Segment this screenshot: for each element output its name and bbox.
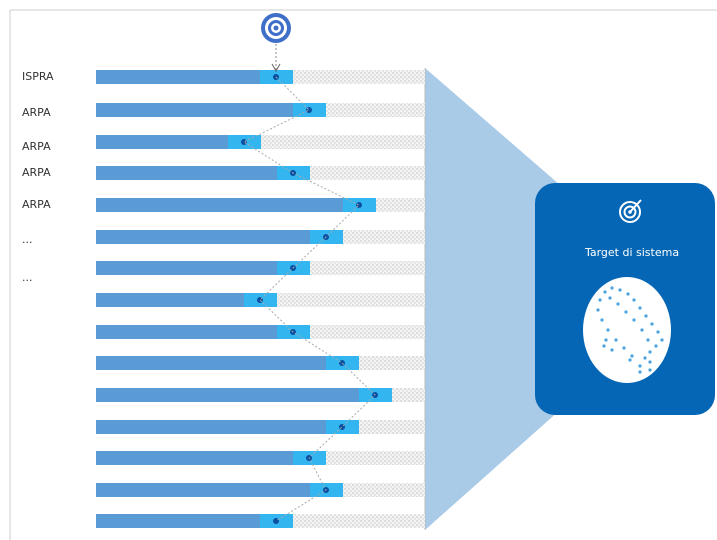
map-dot: [648, 350, 652, 354]
bar: [96, 293, 244, 307]
bar: [96, 261, 277, 275]
map-dot: [630, 354, 634, 358]
bar-track: [325, 451, 425, 465]
box-target-icon: [619, 199, 642, 223]
bar-track: [358, 356, 425, 370]
italy-map-bg: [583, 277, 671, 383]
bar: [96, 420, 326, 434]
bar: [96, 514, 260, 528]
bar-track: [309, 166, 425, 180]
bar-track: [309, 261, 425, 275]
map-dot: [643, 356, 647, 360]
bar: [96, 166, 277, 180]
map-dot: [604, 338, 608, 342]
row-label: ARPA: [22, 198, 51, 211]
bar-track: [292, 514, 425, 528]
bar: [96, 356, 326, 370]
map-dot: [654, 344, 658, 348]
map-dot: [648, 368, 652, 372]
bar: [96, 325, 277, 339]
bar-track: [325, 103, 425, 117]
map-dot: [638, 364, 642, 368]
map-dot: [596, 308, 600, 312]
map-dot: [624, 310, 628, 314]
target-box-title: Target di sistema: [584, 246, 679, 259]
map-dot: [603, 290, 607, 294]
map-dot: [632, 298, 636, 302]
map-dot: [646, 338, 650, 342]
bar-track: [391, 388, 425, 402]
map-dot: [632, 318, 636, 322]
labels: ISPRA ARPA ARPA ARPA ARPA......: [22, 70, 54, 284]
bar: [96, 135, 228, 149]
bar: [96, 451, 293, 465]
bar-track: [276, 293, 425, 307]
bar-track: [260, 135, 425, 149]
map-dot: [626, 292, 630, 296]
bar-track: [309, 325, 425, 339]
bar: [96, 483, 310, 497]
top-target: [261, 13, 291, 73]
map-dot: [602, 344, 606, 348]
bar: [96, 70, 260, 84]
row-label: ISPRA: [22, 70, 54, 83]
map-dot: [598, 298, 602, 302]
row-label: ARPA: [22, 140, 51, 153]
map-dot: [614, 338, 618, 342]
bar-track: [342, 230, 425, 244]
map-dot: [638, 306, 642, 310]
map-dot: [608, 296, 612, 300]
bar: [96, 198, 343, 212]
map-dot: [618, 288, 622, 292]
marker-dot: [339, 360, 345, 366]
bar-track: [342, 483, 425, 497]
bar: [96, 230, 310, 244]
row-label: ...: [22, 233, 33, 246]
map-dot: [644, 314, 648, 318]
map-dot: [660, 338, 664, 342]
bar: [96, 388, 359, 402]
map-dot: [648, 360, 652, 364]
row-label: ARPA: [22, 166, 51, 179]
bar-track: [358, 420, 425, 434]
row-label: ...: [22, 271, 33, 284]
marker-dot: [273, 518, 279, 524]
map-dot: [640, 328, 644, 332]
map-dot: [600, 318, 604, 322]
italy-map: [596, 286, 664, 374]
bars: [96, 70, 425, 528]
map-dot: [656, 330, 660, 334]
row-label: ARPA: [22, 106, 51, 119]
funnel: [425, 68, 560, 530]
map-dot: [610, 286, 614, 290]
marker-dot: [241, 139, 247, 145]
marker-dot: [306, 107, 312, 113]
map-dot: [622, 346, 626, 350]
map-dot: [616, 302, 620, 306]
bar-track: [375, 198, 425, 212]
map-dot: [606, 328, 610, 332]
bar: [96, 103, 293, 117]
map-dot: [628, 358, 632, 362]
bar-track: [292, 70, 425, 84]
target-path: [242, 76, 376, 522]
map-dot: [638, 370, 642, 374]
map-dot: [650, 322, 654, 326]
map-dot: [610, 348, 614, 352]
